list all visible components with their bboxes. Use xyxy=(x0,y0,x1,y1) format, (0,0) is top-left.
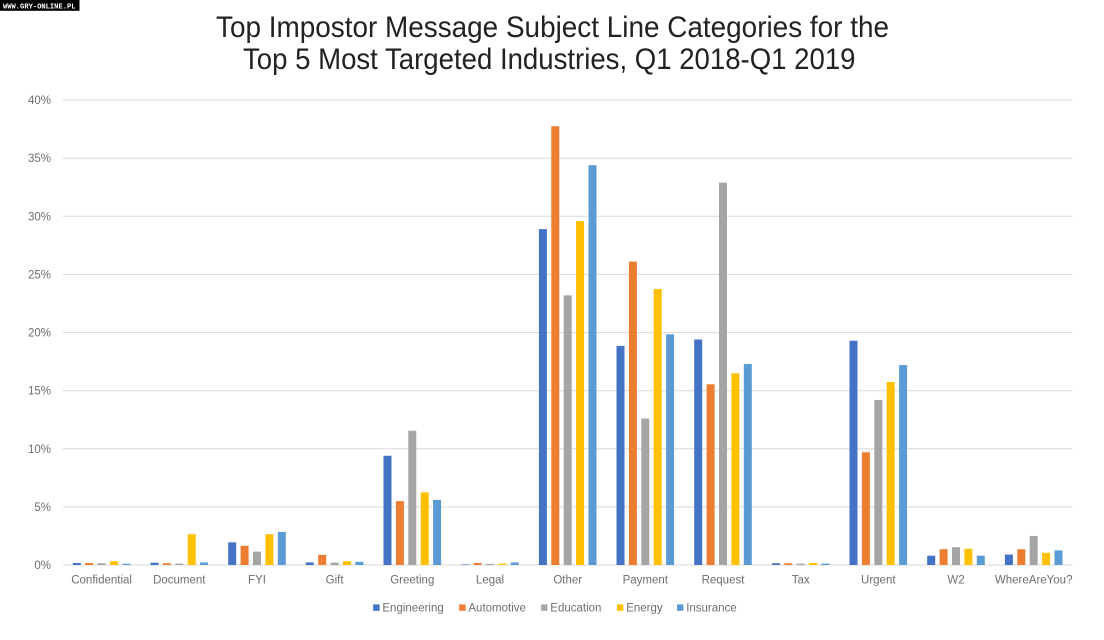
svg-text:Top Impostor Message Subject L: Top Impostor Message Subject Line Catego… xyxy=(216,11,889,44)
svg-text:Payment: Payment xyxy=(623,575,669,587)
svg-text:Gift: Gift xyxy=(326,575,345,587)
svg-text:Insurance: Insurance xyxy=(686,602,737,614)
svg-text:Document: Document xyxy=(153,575,206,587)
svg-text:Greeting: Greeting xyxy=(390,575,434,587)
svg-text:WhereAreYou?: WhereAreYou? xyxy=(995,575,1073,587)
svg-text:5%: 5% xyxy=(34,502,51,514)
svg-text:40%: 40% xyxy=(28,95,51,107)
svg-text:Education: Education xyxy=(550,602,601,614)
svg-text:20%: 20% xyxy=(28,328,51,340)
svg-text:W2: W2 xyxy=(947,575,964,587)
svg-text:FYI: FYI xyxy=(248,575,266,587)
svg-text:WWW.GRY-ONLINE.PL: WWW.GRY-ONLINE.PL xyxy=(3,3,76,11)
svg-text:Request: Request xyxy=(702,575,746,587)
svg-text:30%: 30% xyxy=(28,211,51,223)
svg-text:Energy: Energy xyxy=(626,602,663,614)
svg-text:25%: 25% xyxy=(28,269,51,281)
svg-text:Urgent: Urgent xyxy=(861,575,896,587)
svg-text:Automotive: Automotive xyxy=(468,602,526,614)
svg-text:Tax: Tax xyxy=(792,575,810,587)
svg-text:Other: Other xyxy=(553,575,582,587)
svg-text:Legal: Legal xyxy=(476,575,504,587)
svg-text:35%: 35% xyxy=(28,153,51,165)
svg-text:0%: 0% xyxy=(34,560,51,572)
svg-text:15%: 15% xyxy=(28,386,51,398)
svg-text:Engineering: Engineering xyxy=(382,602,443,614)
svg-text:Top 5 Most Targeted Industries: Top 5 Most Targeted Industries, Q1 2018-… xyxy=(243,43,856,76)
svg-text:Confidential: Confidential xyxy=(71,575,132,587)
svg-text:10%: 10% xyxy=(28,444,51,456)
